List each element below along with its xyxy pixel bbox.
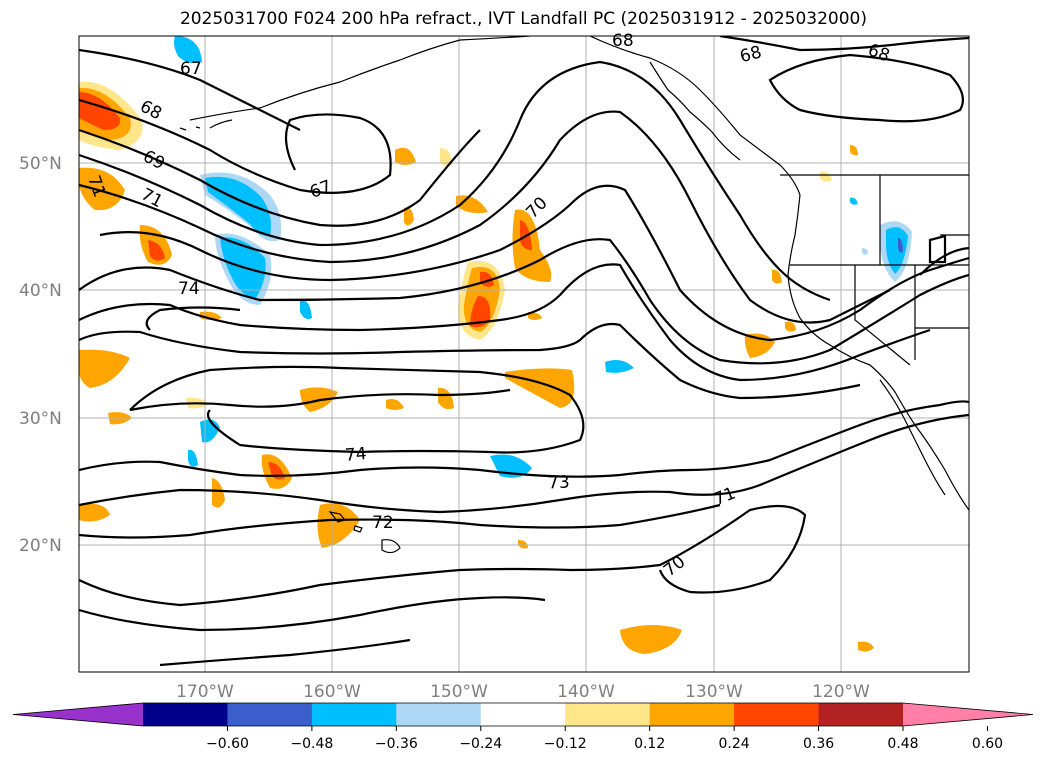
colorbar-tick-label: −0.36 <box>375 736 418 752</box>
map-title: 2025031700 F024 200 hPa refract., IVT La… <box>179 9 867 29</box>
colorbar-segment <box>480 703 566 726</box>
contour-label: 67 <box>180 59 202 79</box>
colorbar-tick-label: 0.24 <box>719 736 750 752</box>
latitude-labels: 50°N 40°N 30°N 20°N <box>19 154 62 556</box>
lat-label: 50°N <box>19 154 62 174</box>
map-frame <box>78 35 970 673</box>
contour-label: 68 <box>612 31 634 51</box>
colorbar-extend-max <box>903 703 1033 726</box>
colorbar-outline <box>12 702 1034 727</box>
contour-label: 74 <box>178 279 200 299</box>
colorbar-segment <box>396 703 482 726</box>
colorbar-tick-label: 0.12 <box>634 736 665 752</box>
colorbar-segment <box>227 703 313 726</box>
lon-label: 170°W <box>176 682 234 702</box>
colorbar-tick-label: 0.60 <box>972 736 1003 752</box>
colorbar-extend-min <box>13 703 143 726</box>
colorbar-segment <box>734 703 820 726</box>
contour-label: 73 <box>547 472 570 493</box>
lat-label: 20°N <box>19 536 62 556</box>
colorbar-segment <box>311 703 397 726</box>
colorbar-tick-label: 0.48 <box>887 736 918 752</box>
map-panel <box>79 36 969 672</box>
lon-label: 160°W <box>303 682 361 702</box>
lon-label: 130°W <box>685 682 743 702</box>
lon-label: 140°W <box>557 682 615 702</box>
colorbar-segment <box>565 703 651 726</box>
colorbar-tick-label: −0.12 <box>544 736 587 752</box>
contour-label: 72 <box>372 513 394 533</box>
lon-label: 150°W <box>430 682 488 702</box>
coastlines <box>179 36 969 554</box>
colorbar-tick-label: 0.36 <box>803 736 834 752</box>
colorbar-segment <box>818 703 904 726</box>
colorbar-tick-label: −0.48 <box>290 736 333 752</box>
colorbar-segment <box>143 703 228 726</box>
contour-label: 74 <box>344 444 367 466</box>
lon-label: 120°W <box>812 682 870 702</box>
lat-label: 30°N <box>19 409 62 429</box>
colorbar-segment <box>649 703 735 726</box>
lat-label: 40°N <box>19 281 62 301</box>
colorbar-tick-label: −0.60 <box>206 736 249 752</box>
contour-lines <box>79 36 969 667</box>
longitude-labels: 170°W 160°W 150°W 140°W 130°W 120°W <box>176 682 870 702</box>
graticule <box>79 36 969 672</box>
colorbar-tick-label: −0.24 <box>459 736 502 752</box>
colorbar: −0.60 −0.48 −0.36 −0.24 −0.12 0.12 0.24 0.36 0.4… <box>12 702 1034 752</box>
shading-layer <box>79 36 912 654</box>
